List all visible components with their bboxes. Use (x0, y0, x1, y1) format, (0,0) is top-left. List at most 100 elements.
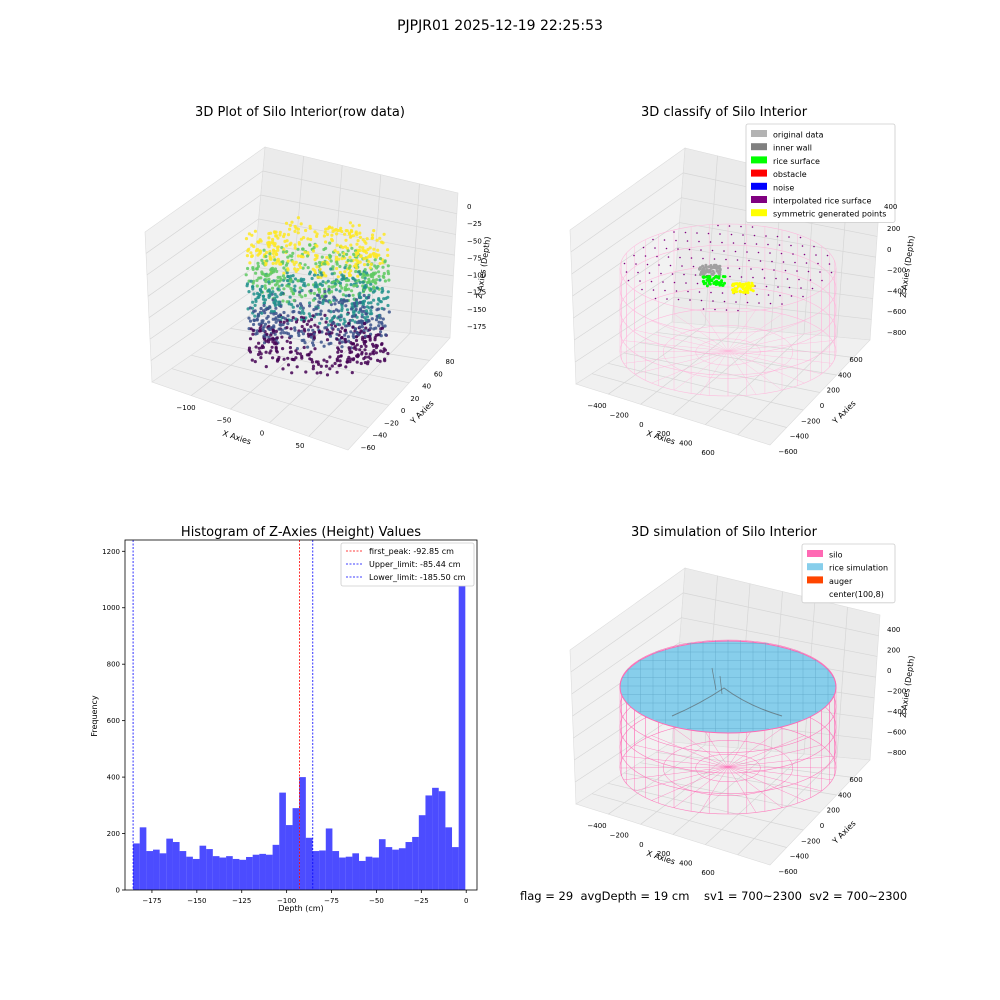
data-point (291, 316, 295, 320)
data-point (267, 280, 271, 284)
data-point (352, 252, 356, 256)
grid-line (655, 751, 854, 778)
data-point (338, 281, 342, 285)
data-point (342, 274, 346, 278)
data-point (348, 232, 352, 236)
histogram-bar (172, 842, 180, 890)
silo-bottom-spoke (634, 350, 729, 375)
data-point (314, 307, 318, 311)
data-point (317, 362, 321, 366)
data-point (294, 317, 298, 321)
legend-label: Lower_limit: -185.50 cm (369, 573, 466, 582)
data-point (318, 260, 322, 265)
data-point (352, 311, 356, 315)
surface-point (755, 243, 758, 245)
data-point (348, 255, 352, 259)
data-point (338, 359, 342, 363)
data-point (298, 306, 303, 310)
data-point (371, 344, 376, 348)
data-point (339, 354, 343, 358)
cluster-point (716, 265, 720, 269)
data-point (370, 317, 374, 321)
data-point (293, 243, 297, 247)
surface-point (711, 249, 714, 252)
data-point (313, 230, 317, 234)
x-tick-label: 600 (701, 449, 714, 457)
surface-point (794, 261, 796, 264)
surface-point (728, 225, 731, 227)
data-point (273, 303, 277, 308)
data-point (345, 283, 349, 287)
y-tick-label: 40 (422, 383, 431, 391)
cluster-point (741, 285, 744, 289)
data-point (367, 277, 371, 281)
surface-point (710, 291, 712, 294)
legend-box (801, 543, 896, 604)
data-point (352, 284, 356, 288)
cluster-point (717, 281, 721, 285)
data-point (286, 322, 290, 326)
data-point (360, 313, 364, 317)
data-point (299, 237, 303, 241)
grid-line (607, 782, 804, 831)
data-point (268, 256, 272, 260)
data-point (256, 261, 260, 265)
y-axis-label: Frequency (90, 695, 99, 737)
data-point (327, 309, 331, 313)
surface-point (639, 280, 641, 282)
silo-bottom-spoke (699, 766, 729, 813)
silo-bottom-spoke (727, 350, 805, 384)
data-point (358, 348, 362, 352)
surface-point (765, 285, 768, 288)
data-point (343, 266, 347, 270)
data-point (290, 220, 294, 224)
data-point (315, 371, 319, 375)
data-point (366, 263, 370, 267)
legend-swatch (807, 589, 823, 597)
data-point (340, 345, 344, 349)
data-point (295, 351, 300, 355)
silo-bottom-spoke (651, 320, 729, 352)
data-point (363, 268, 367, 272)
data-point (326, 279, 330, 283)
data-point (343, 270, 347, 274)
data-point (324, 299, 328, 303)
grid-line (591, 373, 787, 428)
data-point (364, 344, 368, 348)
data-point (314, 360, 318, 364)
data-point (374, 252, 378, 256)
data-point (264, 339, 268, 343)
data-point (347, 339, 351, 343)
data-point (328, 355, 332, 359)
data-point (369, 326, 373, 330)
cluster-point (749, 284, 753, 288)
cluster-point (704, 265, 708, 269)
data-point (294, 320, 299, 324)
data-point (257, 341, 261, 345)
histogram-bar (458, 551, 466, 890)
x-tick-label: 0 (639, 421, 643, 429)
data-point (373, 264, 377, 268)
surface-point (799, 236, 802, 239)
data-point (301, 266, 305, 270)
surface-point (723, 250, 725, 252)
data-point (330, 233, 334, 237)
data-point (263, 322, 268, 326)
grid-line (171, 368, 369, 428)
data-point (328, 300, 333, 304)
data-point (349, 283, 353, 287)
data-point (350, 314, 354, 319)
data-point (314, 253, 318, 257)
data-point (296, 254, 300, 258)
histogram-bar (405, 842, 413, 890)
surface-point (719, 233, 721, 235)
data-point (315, 234, 319, 238)
surface-point (648, 272, 651, 274)
data-point (383, 279, 387, 283)
data-point (381, 350, 385, 354)
surface-point (779, 294, 781, 297)
cluster-point (710, 279, 714, 283)
data-point (307, 312, 311, 316)
data-point (332, 295, 336, 299)
data-point (294, 260, 298, 264)
